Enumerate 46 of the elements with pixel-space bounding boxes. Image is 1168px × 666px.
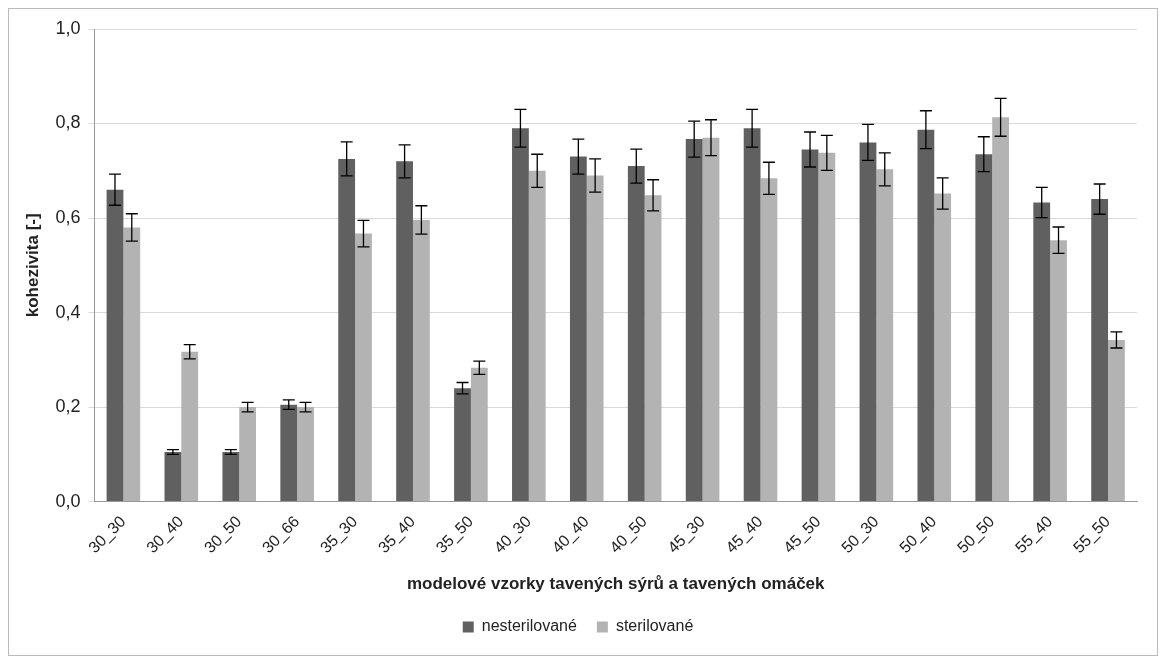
bar (627, 166, 645, 502)
bar (685, 139, 703, 502)
bar (975, 154, 993, 502)
bar (106, 189, 124, 502)
bar (528, 170, 546, 502)
bar (586, 175, 604, 502)
y-tick-label: 0,0 (55, 490, 81, 511)
bar (644, 195, 662, 502)
bar (222, 451, 240, 502)
bar (1050, 240, 1067, 502)
bar (280, 404, 298, 502)
bar (1091, 199, 1109, 502)
y-tick-label: 0,4 (55, 301, 81, 322)
bar (992, 117, 1009, 502)
bar (934, 193, 952, 502)
legend-label: sterilované (615, 617, 694, 635)
bar (454, 388, 471, 502)
bar (569, 156, 587, 502)
y-tick-label: 0,8 (55, 112, 81, 133)
bar (181, 351, 199, 502)
bar (239, 407, 257, 502)
bar (876, 169, 894, 502)
bar (1108, 339, 1125, 502)
bar (338, 158, 356, 502)
y-axis-title: kohezivita [-] (22, 213, 42, 318)
x-axis-title: modelové vzorky tavených sýrů a tavených omáček (406, 574, 826, 594)
bar (512, 128, 529, 502)
bar (355, 233, 372, 502)
legend-label: nesterilované (481, 617, 577, 635)
y-tick-label: 0,2 (55, 396, 81, 417)
bar (743, 128, 761, 502)
bar (818, 152, 836, 502)
bar (123, 227, 141, 502)
bar (297, 407, 314, 502)
bar (396, 161, 413, 502)
bar (917, 129, 935, 502)
bar (164, 451, 182, 502)
bar (859, 142, 877, 502)
bar (470, 367, 488, 502)
y-tick-label: 1,0 (55, 17, 81, 38)
bar (1033, 202, 1051, 502)
bar (412, 219, 430, 502)
bar (801, 149, 819, 502)
bar (702, 137, 720, 502)
y-tick-label: 0,6 (55, 206, 81, 227)
bar (760, 178, 778, 502)
